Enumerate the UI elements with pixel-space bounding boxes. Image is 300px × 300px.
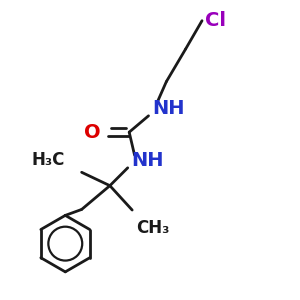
Text: O: O [84, 123, 101, 142]
Text: H₃C: H₃C [32, 151, 65, 169]
Text: Cl: Cl [205, 11, 226, 30]
Text: NH: NH [132, 151, 164, 170]
Text: NH: NH [152, 99, 185, 118]
Text: CH₃: CH₃ [136, 219, 170, 237]
